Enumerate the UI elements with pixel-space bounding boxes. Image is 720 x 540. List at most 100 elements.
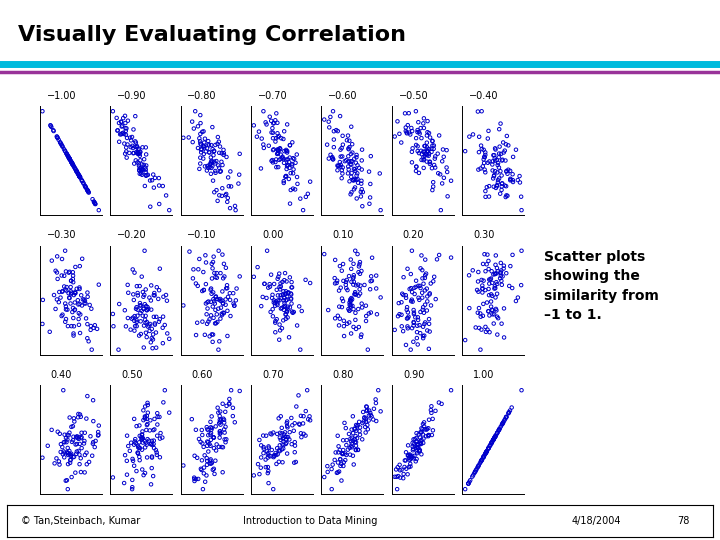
Point [417,274,428,282]
Point [274,320,285,329]
Point [158,398,169,407]
Point [158,292,169,301]
Point [482,307,494,316]
Point [346,296,357,305]
Point [230,296,242,305]
Point [132,448,143,457]
Point [146,325,158,333]
Point [459,485,471,494]
Text: 4/18/2004: 4/18/2004 [572,516,621,526]
Point [346,295,358,303]
Point [260,118,271,127]
Point [352,446,364,454]
Point [289,441,301,450]
Point [156,433,168,442]
Point [348,154,360,163]
Point [277,444,289,453]
Point [430,152,441,161]
Point [65,456,76,464]
Point [140,163,151,172]
Point [276,445,287,454]
Point [490,145,501,154]
Point [417,430,428,438]
Point [472,107,484,116]
Point [420,269,432,278]
Point [192,265,204,274]
Point [491,289,503,298]
Point [208,297,220,306]
Point [202,457,213,465]
Point [217,251,228,259]
Point [60,438,72,447]
Point [54,460,66,469]
Point [353,268,364,276]
Point [421,131,433,140]
Point [404,285,415,293]
Point [217,161,228,170]
Point [478,276,490,285]
Point [271,444,283,453]
Point [67,303,78,312]
Point [343,177,355,186]
Point [198,286,210,294]
Point [289,438,300,447]
Point [410,163,422,171]
Point [422,147,433,156]
Text: Visually Evaluating Correlation: Visually Evaluating Correlation [18,25,406,45]
Point [354,430,366,439]
Point [347,176,359,184]
Point [50,305,61,313]
Point [195,148,207,157]
Point [412,441,423,449]
Point [130,439,141,448]
Point [473,148,485,157]
Point [350,446,361,454]
Point [266,117,277,125]
Point [502,170,513,178]
Point [351,422,363,430]
Point [59,146,71,155]
Point [337,169,348,178]
Point [332,161,343,170]
Point [128,441,140,449]
Point [349,175,361,184]
Point [265,308,276,316]
Point [345,302,356,311]
Point [348,290,360,299]
Point [221,153,233,161]
Point [265,429,276,438]
Point [332,312,343,320]
Point [286,299,297,308]
Point [372,386,384,395]
Point [469,467,481,476]
Point [346,425,357,434]
Point [424,133,436,142]
Point [343,157,355,165]
Point [204,430,216,439]
Point [302,415,314,423]
Point [366,272,377,281]
Point [206,289,217,298]
Point [474,164,486,173]
Point [467,266,479,275]
Point [189,107,201,116]
Point [478,452,490,461]
Point [338,458,350,467]
Point [58,448,70,457]
Point [344,443,356,452]
Point [333,161,344,170]
Point [134,151,145,160]
Point [215,314,226,323]
Point [280,440,292,448]
Point [360,414,372,423]
Point [141,306,153,314]
Point [146,176,158,185]
Point [472,287,484,296]
Point [207,288,219,297]
Point [498,148,510,157]
Point [411,437,423,446]
Text: 0.10: 0.10 [333,231,354,240]
Point [76,428,87,437]
Point [286,278,297,286]
Text: 0.80: 0.80 [333,370,354,380]
